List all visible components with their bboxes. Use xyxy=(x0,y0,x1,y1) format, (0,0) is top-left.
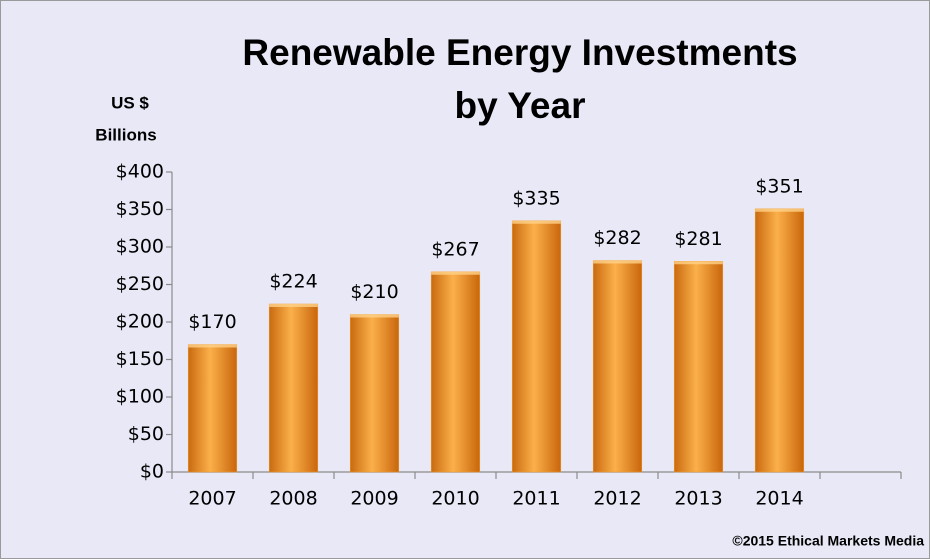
data-label: $170 xyxy=(188,311,236,333)
bar-highlight xyxy=(350,314,399,318)
chart-title: Renewable Energy Investments xyxy=(242,32,797,73)
bar xyxy=(754,208,805,473)
x-tick-label: 2010 xyxy=(431,488,479,510)
y-tick-label: $0 xyxy=(140,461,164,483)
bar xyxy=(673,261,724,473)
bar xyxy=(349,314,400,473)
data-label: $335 xyxy=(512,187,560,209)
y-tick-label: $300 xyxy=(116,236,164,258)
bar-highlight xyxy=(674,261,723,265)
y-tick-label: $150 xyxy=(116,348,164,370)
chart-title: by Year xyxy=(455,85,586,126)
bar-highlight xyxy=(431,271,480,275)
data-label: $210 xyxy=(350,281,398,303)
y-tick-label: $50 xyxy=(128,423,164,445)
bar xyxy=(592,260,643,473)
x-tick-label: 2011 xyxy=(512,488,560,510)
data-label: $224 xyxy=(269,271,317,293)
bar-highlight xyxy=(188,344,237,348)
y-tick-label: $350 xyxy=(116,198,164,220)
bar-highlight xyxy=(269,304,318,307)
x-tick-label: 2008 xyxy=(269,488,317,510)
bar xyxy=(430,271,481,473)
bar-highlight xyxy=(593,260,642,264)
y-tick-label: $250 xyxy=(116,273,164,295)
x-tick-label: 2014 xyxy=(755,488,803,510)
footer: ©2015 Ethical Markets Media xyxy=(732,533,924,549)
y-tick-label: $200 xyxy=(116,311,164,333)
x-tick-label: 2009 xyxy=(350,488,398,510)
bar-highlight xyxy=(755,208,804,212)
x-tick-label: 2013 xyxy=(674,488,722,510)
y-tick-label: $400 xyxy=(116,161,164,183)
y-axis-label: Billions xyxy=(95,125,156,144)
data-label: $267 xyxy=(431,238,479,260)
bar-highlight xyxy=(512,220,561,224)
x-tick-label: 2007 xyxy=(188,488,236,510)
y-tick-label: $100 xyxy=(116,386,164,408)
data-label: $351 xyxy=(755,175,803,197)
bar xyxy=(511,220,562,473)
x-tick-label: 2012 xyxy=(593,488,641,510)
y-axis-label: US $ xyxy=(111,93,149,112)
data-label: $282 xyxy=(593,227,641,249)
data-label: $281 xyxy=(674,228,722,250)
bar xyxy=(268,303,319,473)
bar xyxy=(187,344,238,473)
